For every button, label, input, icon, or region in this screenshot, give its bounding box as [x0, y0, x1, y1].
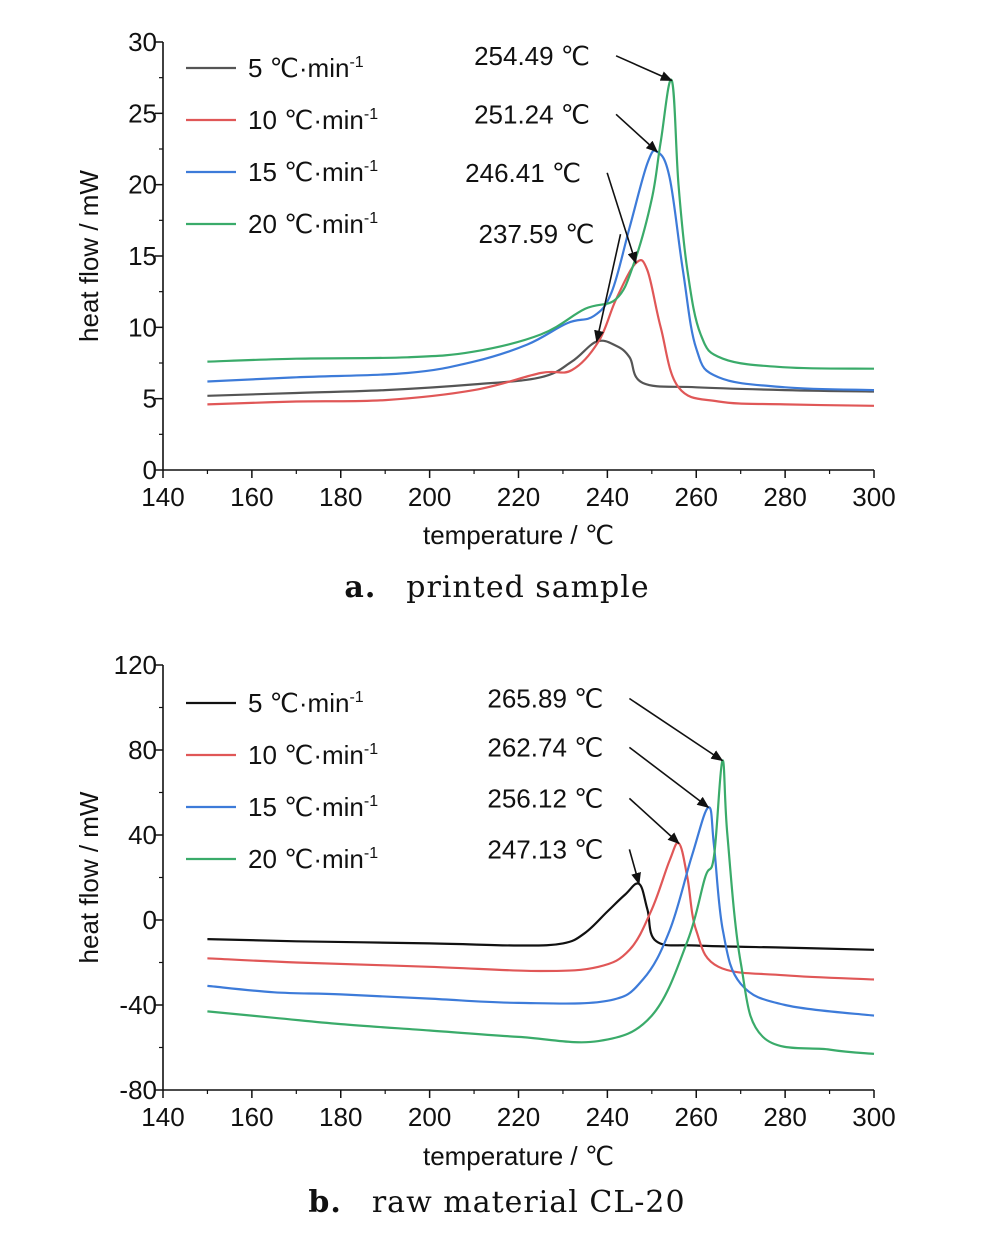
- c0-y-tick-label: 15: [128, 241, 157, 271]
- c0-series-line-2: [207, 259, 875, 407]
- c0-legend-superscript-4: -1: [364, 210, 378, 227]
- caption-a: a. printed sample: [0, 570, 994, 605]
- caption-text-a: printed sample: [406, 570, 650, 605]
- c0-annotation-arrow-3: [606, 172, 638, 265]
- c1-annotation-label-1: 265.89 ℃: [487, 684, 603, 714]
- c1-x-tick-label: 180: [319, 1102, 362, 1132]
- c1-annotation-arrow-4: [628, 849, 641, 885]
- c1-annotation-arrow-2: [628, 746, 710, 809]
- c0-x-tick-label: 160: [230, 482, 273, 512]
- caption-b: b. raw material CL-20: [0, 1185, 994, 1220]
- c0-y-tick-label: 25: [128, 98, 157, 128]
- c1-x-axis-title: temperature / ℃: [423, 1141, 614, 1171]
- c0-legend-label-3: 15 ℃·min-1: [248, 157, 378, 187]
- c1-series-line-1: [207, 882, 875, 951]
- c1-series-line-3: [207, 806, 875, 1017]
- c0-x-tick-label: 260: [675, 482, 718, 512]
- c0-annotation-arrow-1: [615, 55, 673, 82]
- c1-legend-superscript-4: -1: [364, 845, 378, 862]
- c0-y-tick-label: 0: [143, 455, 157, 485]
- c1-legend-superscript-1: -1: [349, 689, 363, 706]
- c1-y-tick-label: 40: [128, 820, 157, 850]
- c0-x-tick-label: 180: [319, 482, 362, 512]
- c1-annotation-label-3: 256.12 ℃: [487, 783, 603, 813]
- c0-annotation-arrow-2: [615, 113, 659, 153]
- c1-y-tick-label: 120: [114, 650, 157, 680]
- c0-x-axis-title: temperature / ℃: [423, 520, 614, 550]
- c1-legend-label-2: 10 ℃·min-1: [248, 740, 378, 770]
- c1-legend-label-1: 5 ℃·min-1: [248, 688, 364, 718]
- c1-x-tick-label: 140: [141, 1102, 184, 1132]
- c0-legend-label-2: 10 ℃·min-1: [248, 105, 378, 135]
- c1-y-tick-label: 0: [143, 905, 157, 935]
- chart-panel-b: 140 160 180 200 220 240 260 280 300 -80 -40 0 40 80 12…: [0, 615, 994, 1233]
- c0-y-tick-label: 30: [128, 27, 157, 57]
- c1-x-tick-label: 240: [586, 1102, 629, 1132]
- c1-x-tick-label: 260: [675, 1102, 718, 1132]
- c0-annotation-arrow-4: [594, 233, 622, 343]
- c0-annotation-label-2: 251.24 ℃: [474, 99, 590, 129]
- c0-y-tick-label: 5: [143, 384, 157, 414]
- c0-annotation-label-4: 237.59 ℃: [479, 219, 595, 249]
- c1-x-tick-label: 300: [852, 1102, 895, 1132]
- c1-y-axis-title: heat flow / mW: [74, 791, 104, 963]
- chart-a-svg: 140 160 180 200 220 240 260 280 300 0 5 10 15 20 25 30 t…: [74, 27, 896, 550]
- panel-label-a: a.: [344, 570, 377, 605]
- chart-b-svg: 140 160 180 200 220 240 260 280 300 -80 -40 0 40 80 12…: [74, 650, 896, 1171]
- c1-y-tick-label: 80: [128, 735, 157, 765]
- c0-y-axis-title: heat flow / mW: [74, 170, 104, 342]
- c0-legend-superscript-1: -1: [349, 54, 363, 71]
- c1-legend-label-3: 15 ℃·min-1: [248, 792, 378, 822]
- chart-panel-a: 140 160 180 200 220 240 260 280 300 0 5 10 15 20 25 30 t…: [0, 0, 994, 615]
- c0-legend-superscript-2: -1: [364, 106, 378, 123]
- caption-text-b: raw material CL-20: [371, 1185, 686, 1220]
- c1-x-tick-label: 160: [230, 1102, 273, 1132]
- c0-series-line-4: [207, 78, 875, 370]
- c0-annotation-label-3: 246.41 ℃: [465, 158, 581, 188]
- c1-x-tick-label: 220: [497, 1102, 540, 1132]
- c1-legend-label-4: 20 ℃·min-1: [248, 844, 378, 874]
- c0-annotation-label-1: 254.49 ℃: [474, 41, 590, 71]
- c1-annotation-label-2: 262.74 ℃: [487, 732, 603, 762]
- c0-y-tick-label: 10: [128, 312, 157, 342]
- c0-x-tick-label: 220: [497, 482, 540, 512]
- c0-legend-label-4: 20 ℃·min-1: [248, 209, 378, 239]
- c0-x-tick-label: 140: [141, 482, 184, 512]
- c0-legend-superscript-3: -1: [364, 158, 378, 175]
- c1-annotation-arrow-1: [628, 697, 724, 762]
- c1-series-line-2: [207, 841, 875, 981]
- c1-y-tick-label: -80: [119, 1075, 157, 1105]
- c0-x-tick-label: 300: [852, 482, 895, 512]
- panel-label-b: b.: [308, 1185, 342, 1220]
- c1-series-line-4: [207, 759, 875, 1055]
- c1-x-tick-label: 280: [763, 1102, 806, 1132]
- c1-legend-superscript-2: -1: [364, 741, 378, 758]
- c1-legend-superscript-3: -1: [364, 793, 378, 810]
- c0-x-tick-label: 280: [763, 482, 806, 512]
- c1-x-tick-label: 200: [408, 1102, 451, 1132]
- c0-series-line-3: [207, 149, 875, 392]
- c1-annotation-arrow-3: [628, 797, 680, 845]
- c0-series-line-1: [207, 339, 875, 397]
- c1-annotation-label-4: 247.13 ℃: [487, 834, 603, 864]
- c0-x-tick-label: 240: [586, 482, 629, 512]
- c1-y-tick-label: -40: [119, 990, 157, 1020]
- c0-legend-label-1: 5 ℃·min-1: [248, 53, 364, 83]
- c0-y-tick-label: 20: [128, 170, 157, 200]
- c0-x-tick-label: 200: [408, 482, 451, 512]
